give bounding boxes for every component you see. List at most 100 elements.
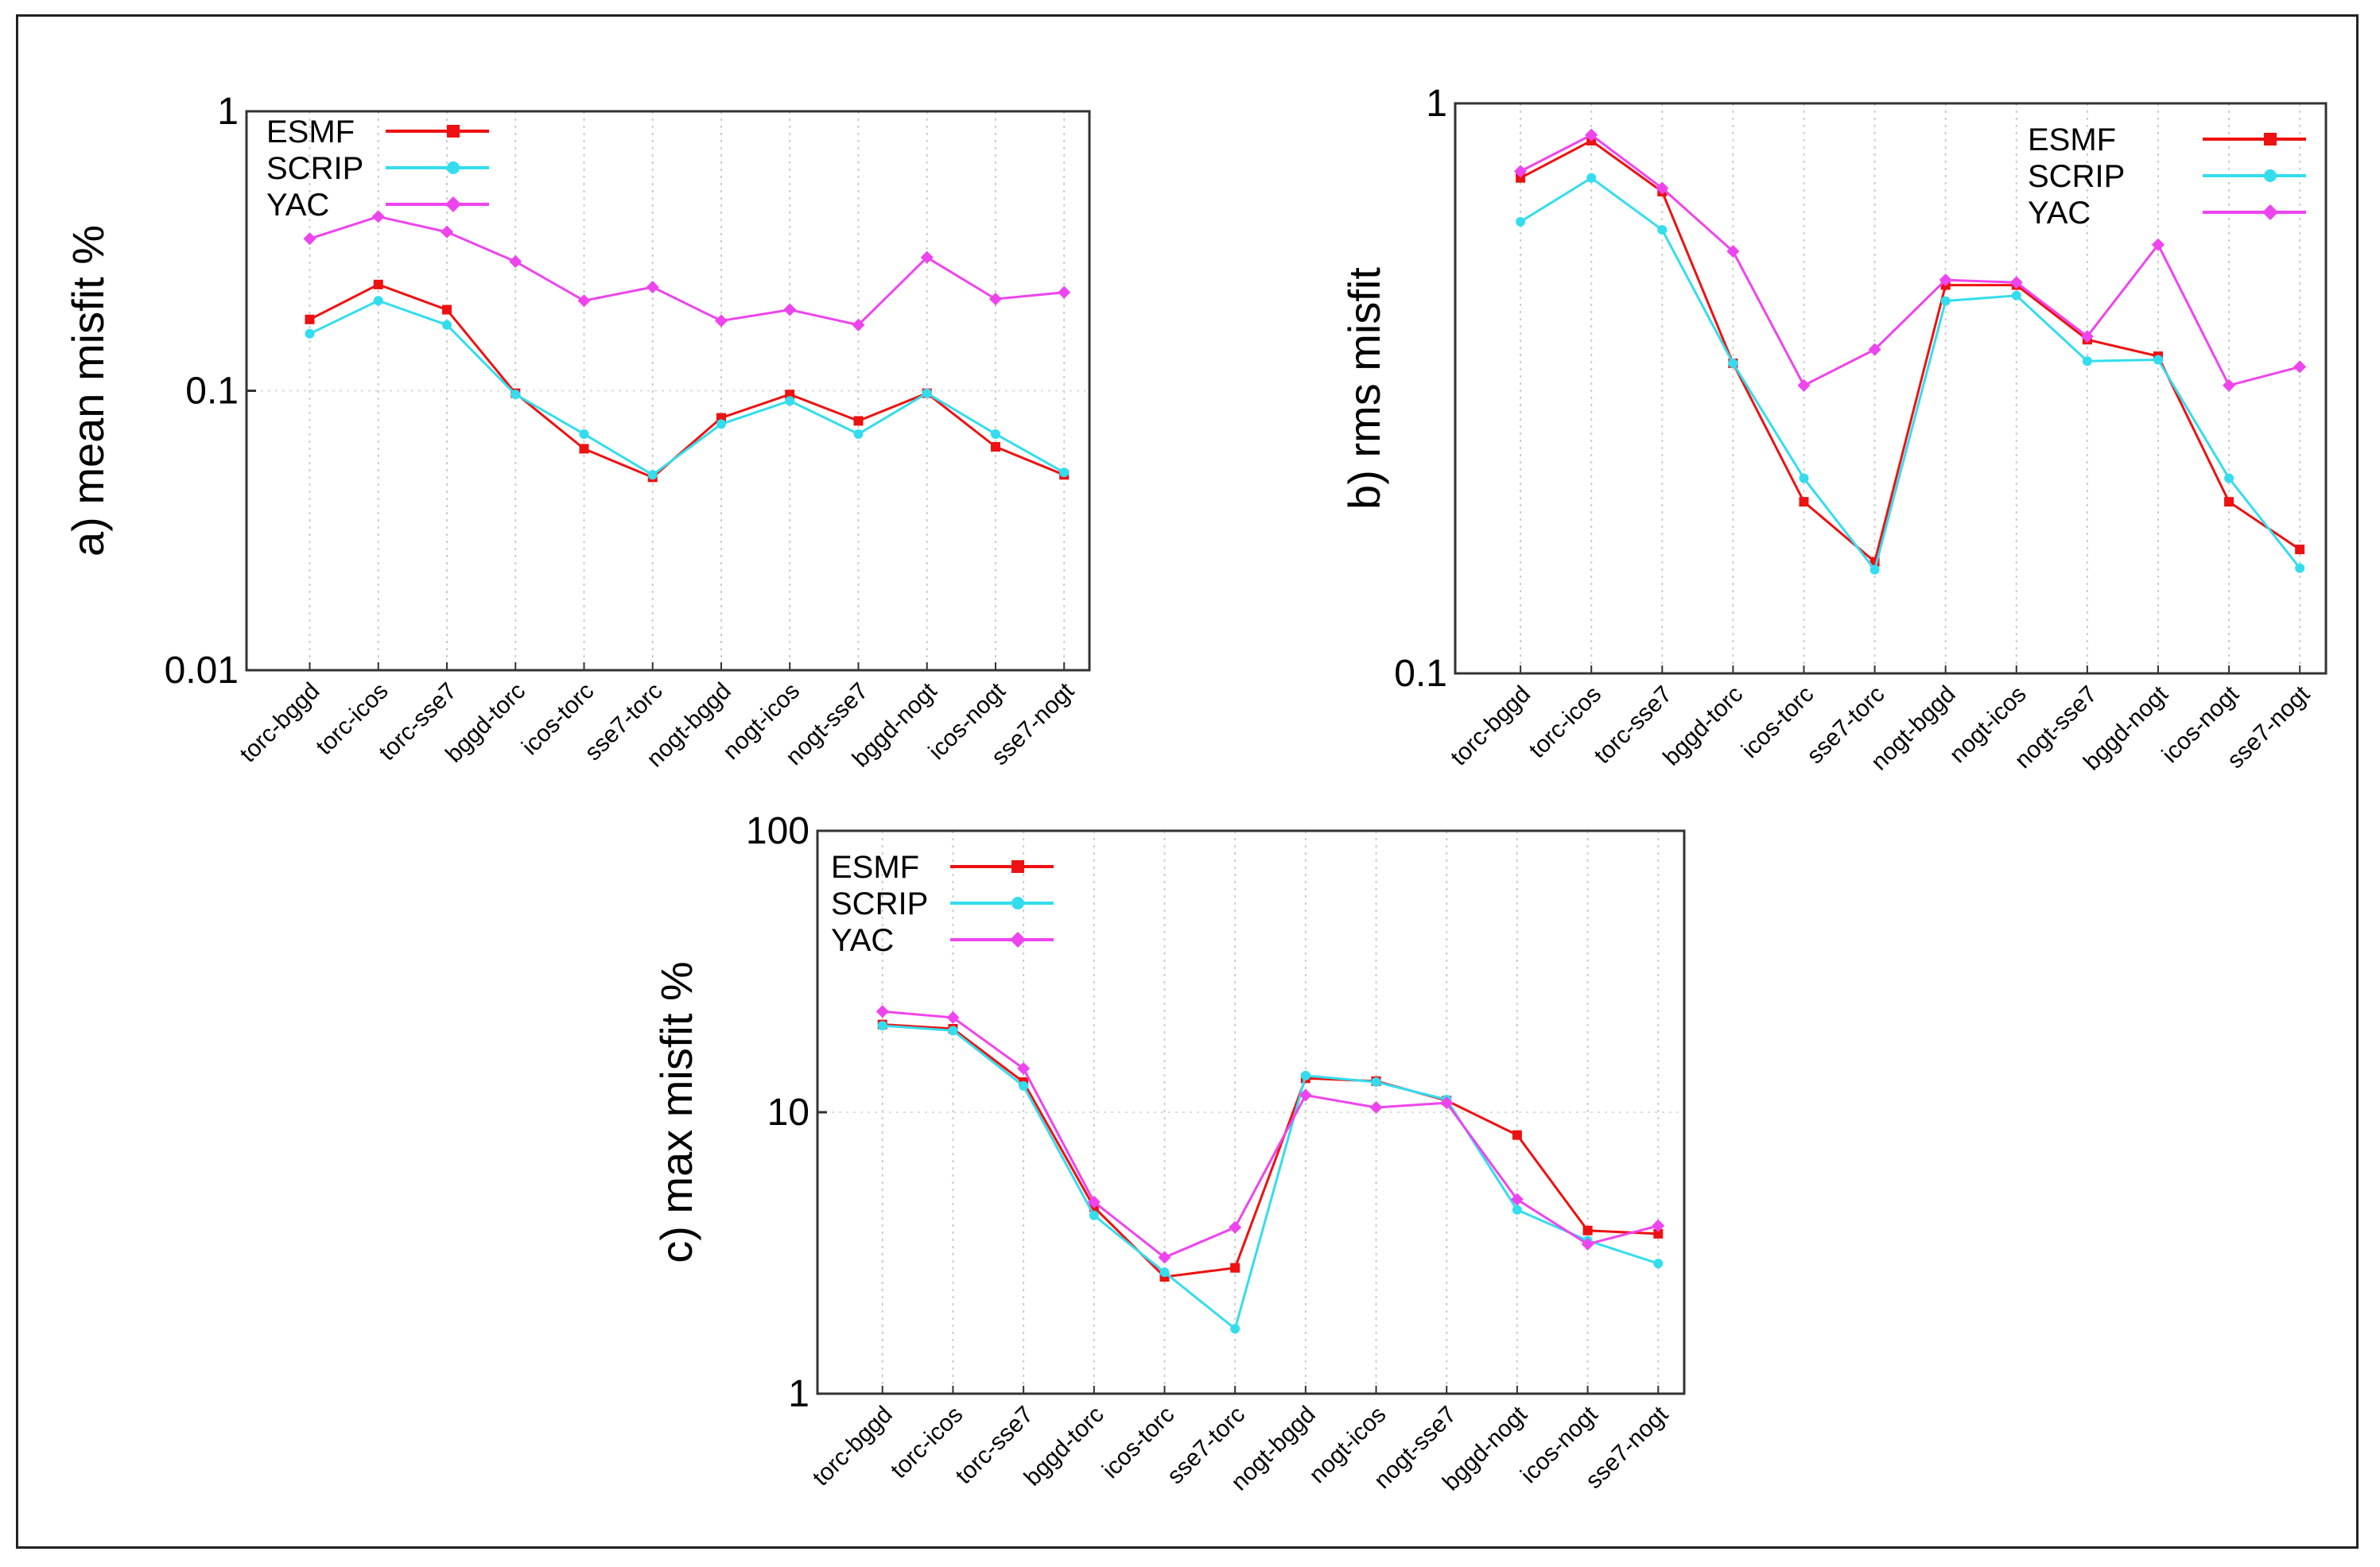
legend-label-yac: YAC	[2028, 196, 2091, 231]
data-point-esmf	[1230, 1263, 1240, 1273]
data-point-yac	[646, 281, 659, 294]
data-point-scrip	[1371, 1077, 1381, 1088]
data-point-scrip	[511, 390, 521, 400]
data-point-esmf	[1582, 1225, 1593, 1235]
data-point-yac	[2080, 330, 2094, 343]
data-point-scrip	[990, 429, 1000, 439]
data-point-yac	[1510, 1193, 1524, 1206]
data-point-scrip	[2295, 563, 2305, 573]
legend-label-yac: YAC	[266, 188, 329, 223]
data-point-esmf	[2224, 497, 2234, 507]
data-point-yac	[783, 303, 797, 316]
y-axis-label: c) max misfit %	[651, 961, 701, 1263]
plot-area-border	[1454, 102, 2328, 675]
data-point-scrip	[579, 429, 589, 439]
data-point-yac	[1939, 273, 1952, 287]
data-point-scrip	[441, 320, 452, 330]
data-point-scrip	[1657, 225, 1668, 235]
data-point-esmf	[579, 444, 589, 454]
data-point-yac	[577, 294, 591, 308]
y-tick-label: 0.1	[185, 370, 239, 413]
y-axis-label: a) mean misfit %	[63, 225, 113, 557]
data-point-scrip	[1300, 1070, 1310, 1080]
data-point-yac	[2223, 378, 2236, 392]
data-point-yac	[852, 318, 865, 332]
data-point-yac	[988, 293, 1002, 306]
legend-marker-scrip	[447, 161, 460, 174]
legend-marker-scrip	[2264, 169, 2277, 182]
series-line-yac	[309, 215, 1065, 327]
x-tick-label: torc-bggd	[1446, 681, 1536, 771]
data-point-scrip	[1019, 1080, 1029, 1091]
y-tick-label: 100	[746, 810, 810, 852]
legend-label-yac: YAC	[831, 923, 894, 958]
data-point-scrip	[2224, 473, 2234, 483]
data-point-scrip	[785, 396, 795, 406]
data-point-scrip	[2011, 290, 2021, 301]
data-point-yac	[1726, 245, 1740, 258]
data-point-yac	[1581, 1237, 1594, 1251]
data-point-scrip	[948, 1026, 958, 1036]
data-point-yac	[440, 225, 453, 239]
legend-marker-esmf	[447, 125, 460, 138]
data-point-esmf	[1653, 1228, 1664, 1239]
data-point-esmf	[305, 314, 315, 324]
data-point-scrip	[373, 296, 383, 306]
data-point-scrip	[853, 429, 864, 439]
legend-label-scrip: SCRIP	[266, 151, 363, 186]
data-point-yac	[303, 232, 316, 246]
data-point-scrip	[2082, 356, 2092, 367]
data-point-esmf	[853, 416, 864, 426]
data-point-yac	[1797, 378, 1811, 392]
legend-label-esmf: ESMF	[266, 114, 355, 149]
data-point-scrip	[922, 388, 932, 398]
data-point-esmf	[1512, 1130, 1522, 1140]
data-point-yac	[1058, 285, 1071, 299]
data-point-yac	[1652, 1219, 1665, 1232]
x-tick-label: torc-bggd	[808, 1402, 898, 1491]
data-point-yac	[371, 210, 385, 223]
y-tick-label: 0.1	[1394, 653, 1447, 695]
x-tick-label: torc-bggd	[235, 678, 324, 768]
data-point-scrip	[305, 328, 315, 339]
data-point-scrip	[1512, 1204, 1522, 1215]
data-point-scrip	[1059, 467, 1070, 478]
legend-label-scrip: SCRIP	[2028, 159, 2125, 194]
data-point-yac	[1514, 165, 1528, 178]
data-point-scrip	[877, 1021, 887, 1031]
data-point-scrip	[716, 419, 726, 429]
data-point-scrip	[1230, 1324, 1240, 1334]
data-point-yac	[1299, 1088, 1312, 1102]
y-tick-label: 1	[1426, 83, 1447, 125]
legend-marker-yac	[2262, 204, 2278, 220]
legend-marker-esmf	[2264, 133, 2277, 145]
data-point-yac	[1087, 1195, 1101, 1208]
y-axis-label: b) rms misfit	[1339, 267, 1389, 510]
legend-label-esmf: ESMF	[831, 850, 919, 885]
data-point-esmf	[373, 279, 383, 289]
data-point-yac	[946, 1010, 960, 1024]
series-line-yac	[882, 1010, 1659, 1259]
data-point-yac	[2151, 238, 2165, 251]
legend-marker-yac	[445, 196, 461, 212]
data-point-esmf	[2295, 545, 2305, 555]
data-point-scrip	[647, 470, 658, 480]
y-tick-label: 10	[767, 1092, 810, 1134]
data-point-scrip	[1586, 173, 1597, 183]
y-tick-label: 1	[788, 1373, 810, 1415]
series-line-scrip	[309, 299, 1065, 477]
y-tick-label: 1	[217, 91, 239, 133]
y-tick-label: 0.01	[165, 650, 239, 692]
data-point-scrip	[1940, 296, 1951, 306]
legend-label-esmf: ESMF	[2028, 122, 2116, 157]
data-point-scrip	[1799, 473, 1809, 483]
data-point-esmf	[1799, 497, 1809, 507]
data-point-scrip	[1869, 564, 1880, 575]
data-point-scrip	[1089, 1210, 1099, 1220]
data-point-yac	[1017, 1062, 1031, 1076]
series-line-scrip	[882, 1024, 1659, 1331]
data-point-yac	[1369, 1100, 1383, 1114]
legend-label-scrip: SCRIP	[831, 886, 928, 921]
